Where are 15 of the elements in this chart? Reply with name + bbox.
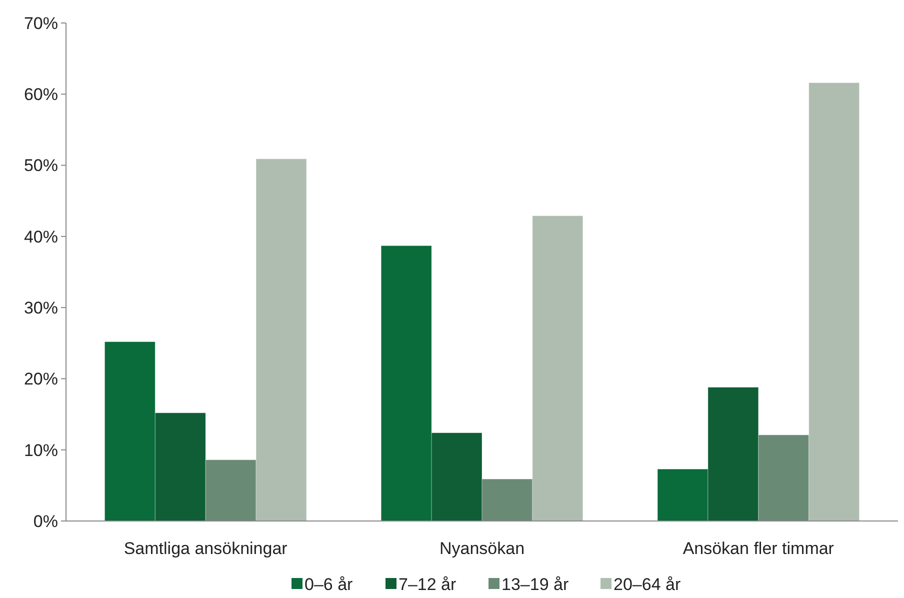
y-tick-label: 10% bbox=[24, 440, 58, 460]
y-tick-label: 60% bbox=[24, 85, 58, 104]
legend-label: 0–6 år bbox=[304, 575, 354, 594]
y-tick-label: 70% bbox=[24, 14, 58, 33]
x-tick-label: Ansökan fler timmar bbox=[682, 539, 834, 558]
legend-label: 20–64 år bbox=[614, 575, 681, 594]
y-tick-label: 30% bbox=[24, 298, 58, 318]
y-tick-label: 50% bbox=[24, 156, 58, 176]
x-tick-label: Nyansökan bbox=[439, 539, 525, 558]
y-tick-label: 0% bbox=[33, 512, 58, 531]
y-tick-label: 40% bbox=[24, 227, 58, 246]
legend-label: 7–12 år bbox=[398, 575, 456, 594]
legend-label: 13–19 år bbox=[502, 575, 569, 594]
x-tick-label: Samtliga ansökningar bbox=[124, 539, 288, 558]
y-tick-label: 20% bbox=[24, 370, 58, 389]
